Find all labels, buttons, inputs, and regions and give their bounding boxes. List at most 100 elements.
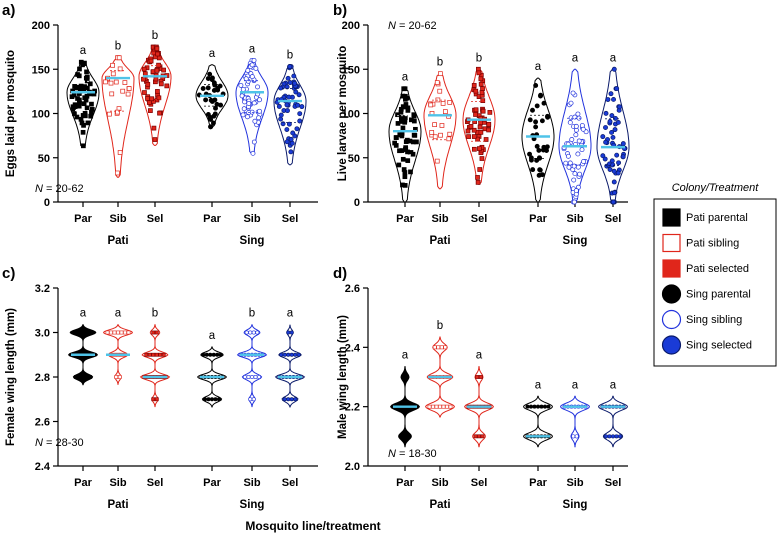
data-point: [446, 136, 452, 142]
data-point: [432, 122, 437, 127]
x-category-label: Sib: [566, 213, 583, 225]
data-point: [610, 162, 616, 168]
legend-label: Sing sibling: [686, 314, 742, 326]
data-point: [412, 118, 417, 124]
data-point: [117, 375, 122, 379]
data-point: [610, 134, 616, 140]
violin-sing-parental: a: [523, 379, 553, 448]
data-point: [108, 80, 114, 86]
data-point: [251, 330, 256, 335]
y-tick-label: 0: [44, 197, 50, 209]
data-point: [398, 109, 404, 115]
data-point: [402, 170, 408, 175]
violin-body: [560, 395, 590, 448]
data-point: [288, 149, 294, 155]
violin-sing-sibling: a: [560, 379, 590, 448]
significance-letter: a: [249, 43, 256, 55]
data-point: [147, 352, 152, 357]
x-category-label: Par: [529, 477, 547, 489]
x-category-label: Sib: [566, 477, 583, 489]
data-point: [204, 352, 209, 357]
data-point: [154, 67, 160, 73]
data-point: [279, 352, 284, 357]
panel-d: d) 2.0 2.2 2.4 2.6 Male wing length (mm) Par Si…: [333, 265, 628, 511]
data-point: [607, 434, 612, 439]
data-point: [400, 125, 406, 131]
violin-sing-sibling: b: [236, 308, 268, 408]
data-point: [201, 352, 206, 357]
x-category-label: Sib: [109, 213, 126, 225]
significance-letter: b: [152, 30, 158, 42]
data-point: [122, 80, 128, 85]
data-point: [158, 81, 164, 87]
data-point: [251, 139, 257, 145]
data-point: [88, 375, 92, 379]
data-point: [244, 330, 249, 335]
violin-body: [521, 77, 555, 203]
data-point: [297, 111, 303, 117]
data-point: [609, 129, 615, 135]
data-point: [79, 330, 84, 335]
y-tick-label: 0: [354, 197, 360, 209]
data-point: [427, 404, 432, 409]
data-point: [85, 120, 91, 126]
group-label-pati: Pati: [429, 235, 450, 247]
data-point: [211, 352, 216, 357]
data-point: [149, 96, 155, 102]
data-point: [573, 123, 579, 129]
data-point: [154, 352, 159, 357]
data-point: [141, 66, 147, 72]
data-point: [252, 118, 258, 124]
data-point: [473, 88, 479, 94]
data-point: [480, 86, 485, 91]
data-point: [575, 164, 581, 170]
significance-letter: b: [115, 41, 121, 53]
data-point: [399, 434, 404, 439]
data-point: [278, 112, 284, 118]
group-label-sing: Sing: [563, 499, 588, 511]
data-point: [475, 375, 480, 379]
data-point: [447, 131, 453, 137]
data-point: [117, 66, 123, 72]
data-point: [406, 434, 411, 439]
data-point: [77, 375, 82, 379]
violin-sing-parental: a: [521, 61, 555, 203]
legend-square-marker: [662, 208, 681, 227]
data-point: [477, 146, 482, 151]
violin-pati-parental: a: [66, 45, 100, 149]
significance-letter: a: [402, 72, 409, 84]
data-point: [611, 96, 616, 102]
data-point: [603, 434, 608, 439]
data-point: [403, 434, 407, 439]
data-point: [395, 121, 401, 126]
data-point: [533, 83, 539, 88]
data-point: [157, 110, 162, 116]
data-point: [253, 65, 259, 71]
legend-label: Pati parental: [686, 212, 748, 224]
y-tick-label: 2.2: [345, 402, 360, 414]
data-point: [72, 84, 77, 89]
data-point: [534, 103, 540, 109]
data-point: [478, 120, 483, 126]
data-point: [615, 120, 621, 125]
data-point: [580, 126, 586, 132]
data-point: [573, 132, 579, 138]
data-point: [571, 177, 577, 183]
data-point: [299, 104, 305, 110]
data-point: [86, 330, 91, 335]
legend-label: Pati selected: [686, 263, 749, 275]
data-point: [528, 404, 533, 409]
x-category-label: Sib: [109, 477, 126, 489]
data-point: [407, 138, 413, 144]
violin-pati-sibling: b: [423, 57, 457, 190]
data-point: [240, 86, 246, 92]
data-point: [246, 101, 252, 106]
data-point: [285, 108, 290, 114]
legend-label: Pati sibling: [686, 238, 739, 250]
data-point: [115, 170, 120, 176]
violin-pati-selected: b: [138, 30, 172, 146]
violin-pati-parental: a: [389, 350, 421, 448]
data-point: [473, 107, 479, 113]
panel-c: c) 2.4 2.6 2.8 3.0 3.2 Female wing length (mm)…: [2, 265, 318, 511]
data-point: [286, 121, 292, 127]
